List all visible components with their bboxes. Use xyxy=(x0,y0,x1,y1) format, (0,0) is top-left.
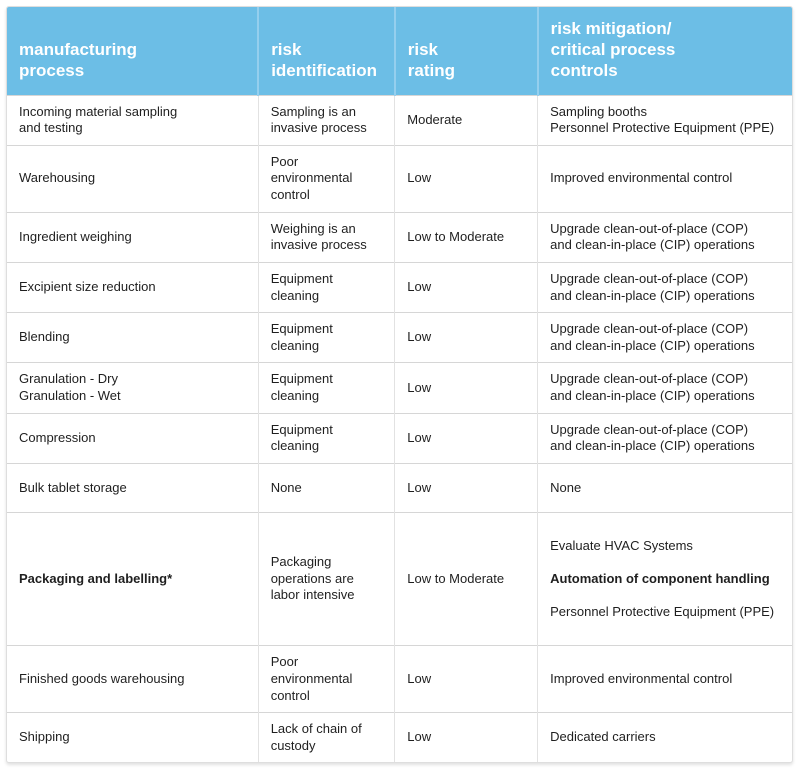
cell-risk-identification: Sampling is an invasive process xyxy=(257,94,395,146)
cell-risk-identification: Poor environmental control xyxy=(257,144,395,213)
column-header-risk-identification: risk identification xyxy=(257,7,395,95)
cell-risk-mitigation: Upgrade clean-out-of-place (COP) and cle… xyxy=(537,412,792,464)
cell-risk-identification: Lack of chain of custody xyxy=(257,712,395,763)
table-row: Compression Equipment cleaning Low Upgra… xyxy=(7,412,792,464)
risk-assessment-table: manufacturing process risk identificatio… xyxy=(6,6,793,764)
cell-risk-mitigation: Upgrade clean-out-of-place (COP) and cle… xyxy=(537,211,792,263)
cell-risk-identification: None xyxy=(257,462,395,513)
cell-process: Finished goods warehousing xyxy=(7,645,259,713)
cell-process: Warehousing xyxy=(7,144,259,213)
table-row: Granulation - Dry Granulation - Wet Equi… xyxy=(7,362,792,414)
cell-risk-identification: Packaging operations are labor intensive xyxy=(257,511,395,646)
mitigation-line: Evaluate HVAC Systems xyxy=(550,537,693,553)
cell-risk-rating: Low xyxy=(394,412,538,464)
column-header-risk-rating: risk rating xyxy=(393,7,538,95)
table-row: Ingredient weighing Weighing is an invas… xyxy=(7,211,792,263)
header-row: manufacturing process risk identificatio… xyxy=(7,7,792,95)
table-header: manufacturing process risk identificatio… xyxy=(7,7,792,95)
cell-risk-identification: Poor environmental control xyxy=(257,645,395,713)
mitigation-line: Automation of component handling xyxy=(550,570,770,586)
cell-risk-rating: Low xyxy=(394,261,538,313)
table-row: Incoming material sampling and testing S… xyxy=(7,94,792,146)
cell-risk-identification: Equipment cleaning xyxy=(257,261,395,313)
cell-process: Incoming material sampling and testing xyxy=(7,94,259,146)
cell-process: Blending xyxy=(7,312,259,363)
cell-risk-identification: Equipment cleaning xyxy=(257,412,395,464)
cell-risk-identification: Weighing is an invasive process xyxy=(257,211,395,263)
cell-process: Granulation - Dry Granulation - Wet xyxy=(7,362,259,414)
table-row: Blending Equipment cleaning Low Upgrade … xyxy=(7,312,792,363)
cell-risk-mitigation: Improved environmental control xyxy=(537,645,792,713)
cell-risk-rating: Low xyxy=(394,712,538,763)
cell-process: Packaging and labelling* xyxy=(7,511,259,646)
cell-risk-mitigation: Improved environmental control xyxy=(537,144,792,213)
cell-risk-rating: Low xyxy=(394,312,538,363)
table-row: Warehousing Poor environmental control L… xyxy=(7,144,792,213)
cell-risk-rating: Low xyxy=(394,362,538,414)
cell-risk-mitigation: None xyxy=(537,462,792,513)
cell-process: Compression xyxy=(7,412,259,464)
cell-process: Bulk tablet storage xyxy=(7,462,259,513)
cell-risk-identification: Equipment cleaning xyxy=(257,362,395,414)
table-row: Excipient size reduction Equipment clean… xyxy=(7,261,792,313)
mitigation-line: Personnel Protective Equipment (PPE) xyxy=(550,604,775,619)
cell-risk-rating: Low to Moderate xyxy=(394,511,538,646)
cell-process: Shipping xyxy=(7,712,259,763)
table-row: Bulk tablet storage None Low None xyxy=(7,462,792,513)
cell-risk-mitigation: Evaluate HVAC Systems Automation of comp… xyxy=(537,511,792,646)
table-row: Packaging and labelling* Packaging opera… xyxy=(7,511,792,646)
risk-table: manufacturing process risk identificatio… xyxy=(7,7,792,763)
column-header-risk-mitigation: risk mitigation/ critical process contro… xyxy=(536,7,792,95)
cell-risk-mitigation: Upgrade clean-out-of-place (COP) and cle… xyxy=(537,362,792,414)
table-row: Shipping Lack of chain of custody Low De… xyxy=(7,712,792,763)
cell-risk-rating: Low to Moderate xyxy=(394,211,538,263)
table-body: Incoming material sampling and testing S… xyxy=(7,94,792,763)
cell-risk-mitigation: Upgrade clean-out-of-place (COP) and cle… xyxy=(537,312,792,363)
cell-risk-identification: Equipment cleaning xyxy=(257,312,395,363)
cell-risk-mitigation: Dedicated carriers xyxy=(537,712,792,763)
table-row: Finished goods warehousing Poor environm… xyxy=(7,645,792,713)
cell-process: Excipient size reduction xyxy=(7,261,259,313)
cell-risk-rating: Moderate xyxy=(394,94,538,146)
cell-risk-rating: Low xyxy=(394,645,538,713)
cell-risk-mitigation: Upgrade clean-out-of-place (COP) and cle… xyxy=(537,261,792,313)
cell-risk-rating: Low xyxy=(394,462,538,513)
column-header-manufacturing-process: manufacturing process xyxy=(7,7,259,95)
cell-risk-rating: Low xyxy=(394,144,538,213)
cell-process: Ingredient weighing xyxy=(7,211,259,263)
cell-risk-mitigation: Sampling booths Personnel Protective Equ… xyxy=(537,94,792,146)
